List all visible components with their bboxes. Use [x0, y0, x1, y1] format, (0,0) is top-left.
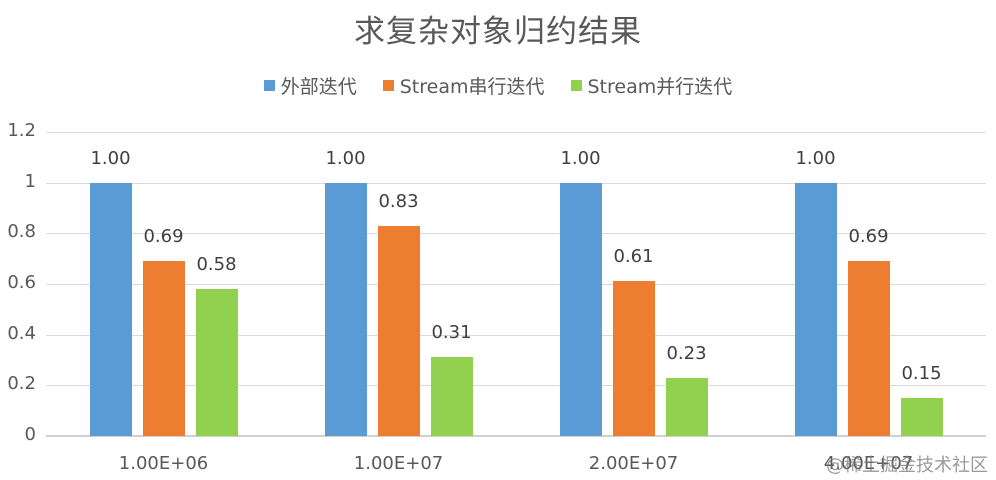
bar: [89, 182, 132, 436]
legend-label: Stream串行迭代: [399, 76, 545, 98]
y-tick-label: 0.4: [7, 322, 36, 344]
legend-item-series-0: 外部迭代: [263, 72, 357, 99]
data-label: 1.00: [560, 147, 601, 169]
data-label: 0.58: [196, 254, 237, 276]
data-label: 0.69: [143, 226, 184, 248]
x-tick-label: 2.00E+07: [588, 453, 679, 474]
data-label: 1.00: [325, 147, 366, 169]
legend-item-series-1: Stream串行迭代: [382, 72, 545, 99]
data-label: 0.23: [666, 342, 707, 364]
bar: [665, 377, 708, 436]
data-label: 0.15: [901, 363, 942, 384]
legend-swatch-series-1: [382, 80, 394, 91]
x-tick-label: 4.00E+07: [823, 453, 914, 474]
x-axis-line: [46, 435, 986, 437]
legend-label: Stream并行迭代: [587, 76, 733, 98]
bar: [195, 289, 238, 436]
gridline: [46, 182, 986, 184]
bar: [324, 182, 367, 436]
legend: 外部迭代 Stream串行迭代 Stream并行迭代: [0, 72, 996, 99]
data-label: 1.00: [795, 147, 836, 169]
gridline: [46, 334, 986, 336]
bar: [794, 182, 837, 436]
x-tick-label: 1.00E+07: [353, 453, 444, 474]
legend-item-series-2: Stream并行迭代: [570, 72, 733, 99]
gridline: [46, 284, 986, 285]
y-tick-label: 1: [24, 170, 36, 192]
data-label: 0.69: [848, 226, 889, 248]
gridline: [46, 385, 986, 387]
bar: [142, 261, 185, 436]
watermark: @稀土掘金技术社区: [826, 455, 988, 476]
data-label: 0.31: [431, 322, 472, 344]
y-tick-label: 0.8: [7, 221, 36, 243]
legend-swatch-series-0: [263, 80, 275, 91]
legend-label: 外部迭代: [280, 76, 357, 98]
y-tick-label: 1.2: [7, 120, 36, 141]
chart-title: 求复杂对象归约结果: [354, 14, 642, 50]
y-tick-label: 0: [24, 424, 36, 445]
data-label: 1.00: [90, 147, 131, 169]
bar: [612, 281, 655, 436]
x-tick-label: 1.00E+06: [118, 453, 209, 474]
y-tick-label: 0.2: [7, 373, 36, 395]
gridline: [46, 132, 986, 133]
data-label: 0.83: [378, 190, 419, 212]
y-tick-label: 0.6: [7, 272, 36, 293]
bar: [377, 225, 420, 436]
bar: [430, 357, 473, 436]
bar: [900, 398, 943, 436]
gridline: [46, 233, 986, 235]
bar: [847, 261, 890, 436]
data-label: 0.61: [613, 246, 654, 268]
bar: [559, 182, 602, 436]
legend-swatch-series-2: [570, 80, 582, 91]
